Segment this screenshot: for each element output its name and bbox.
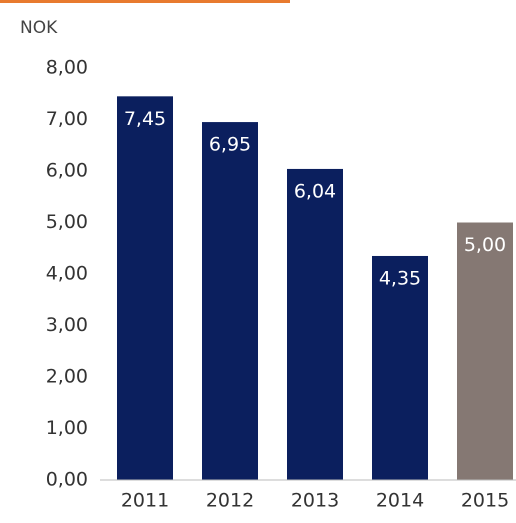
value-label: 6,04 xyxy=(294,180,336,202)
x-tick-label: 2015 xyxy=(461,490,509,512)
y-tick-label: 7,00 xyxy=(46,108,88,130)
x-tick-label: 2011 xyxy=(121,490,169,512)
y-tick-label: 4,00 xyxy=(46,263,88,285)
value-label: 7,45 xyxy=(124,108,166,130)
x-tick-label: 2012 xyxy=(206,490,254,512)
value-label: 4,35 xyxy=(379,267,421,289)
bar xyxy=(117,96,173,480)
bar xyxy=(287,168,343,480)
y-tick-label: 8,00 xyxy=(46,57,88,79)
x-tick-label: 2013 xyxy=(291,490,339,512)
bar xyxy=(202,122,258,480)
x-tick-label: 2014 xyxy=(376,490,424,512)
y-tick-label: 2,00 xyxy=(46,366,88,388)
accent-line xyxy=(0,0,290,3)
value-label: 6,95 xyxy=(209,134,251,156)
unit-label: NOK xyxy=(20,18,58,38)
bar xyxy=(372,255,428,480)
y-tick-label: 3,00 xyxy=(46,314,88,336)
value-label: 5,00 xyxy=(464,234,506,256)
y-tick-label: 6,00 xyxy=(46,160,88,182)
bar xyxy=(457,222,513,480)
y-tick-label: 1,00 xyxy=(46,417,88,439)
y-tick-label: 0,00 xyxy=(46,469,88,491)
y-tick-label: 5,00 xyxy=(46,211,88,233)
